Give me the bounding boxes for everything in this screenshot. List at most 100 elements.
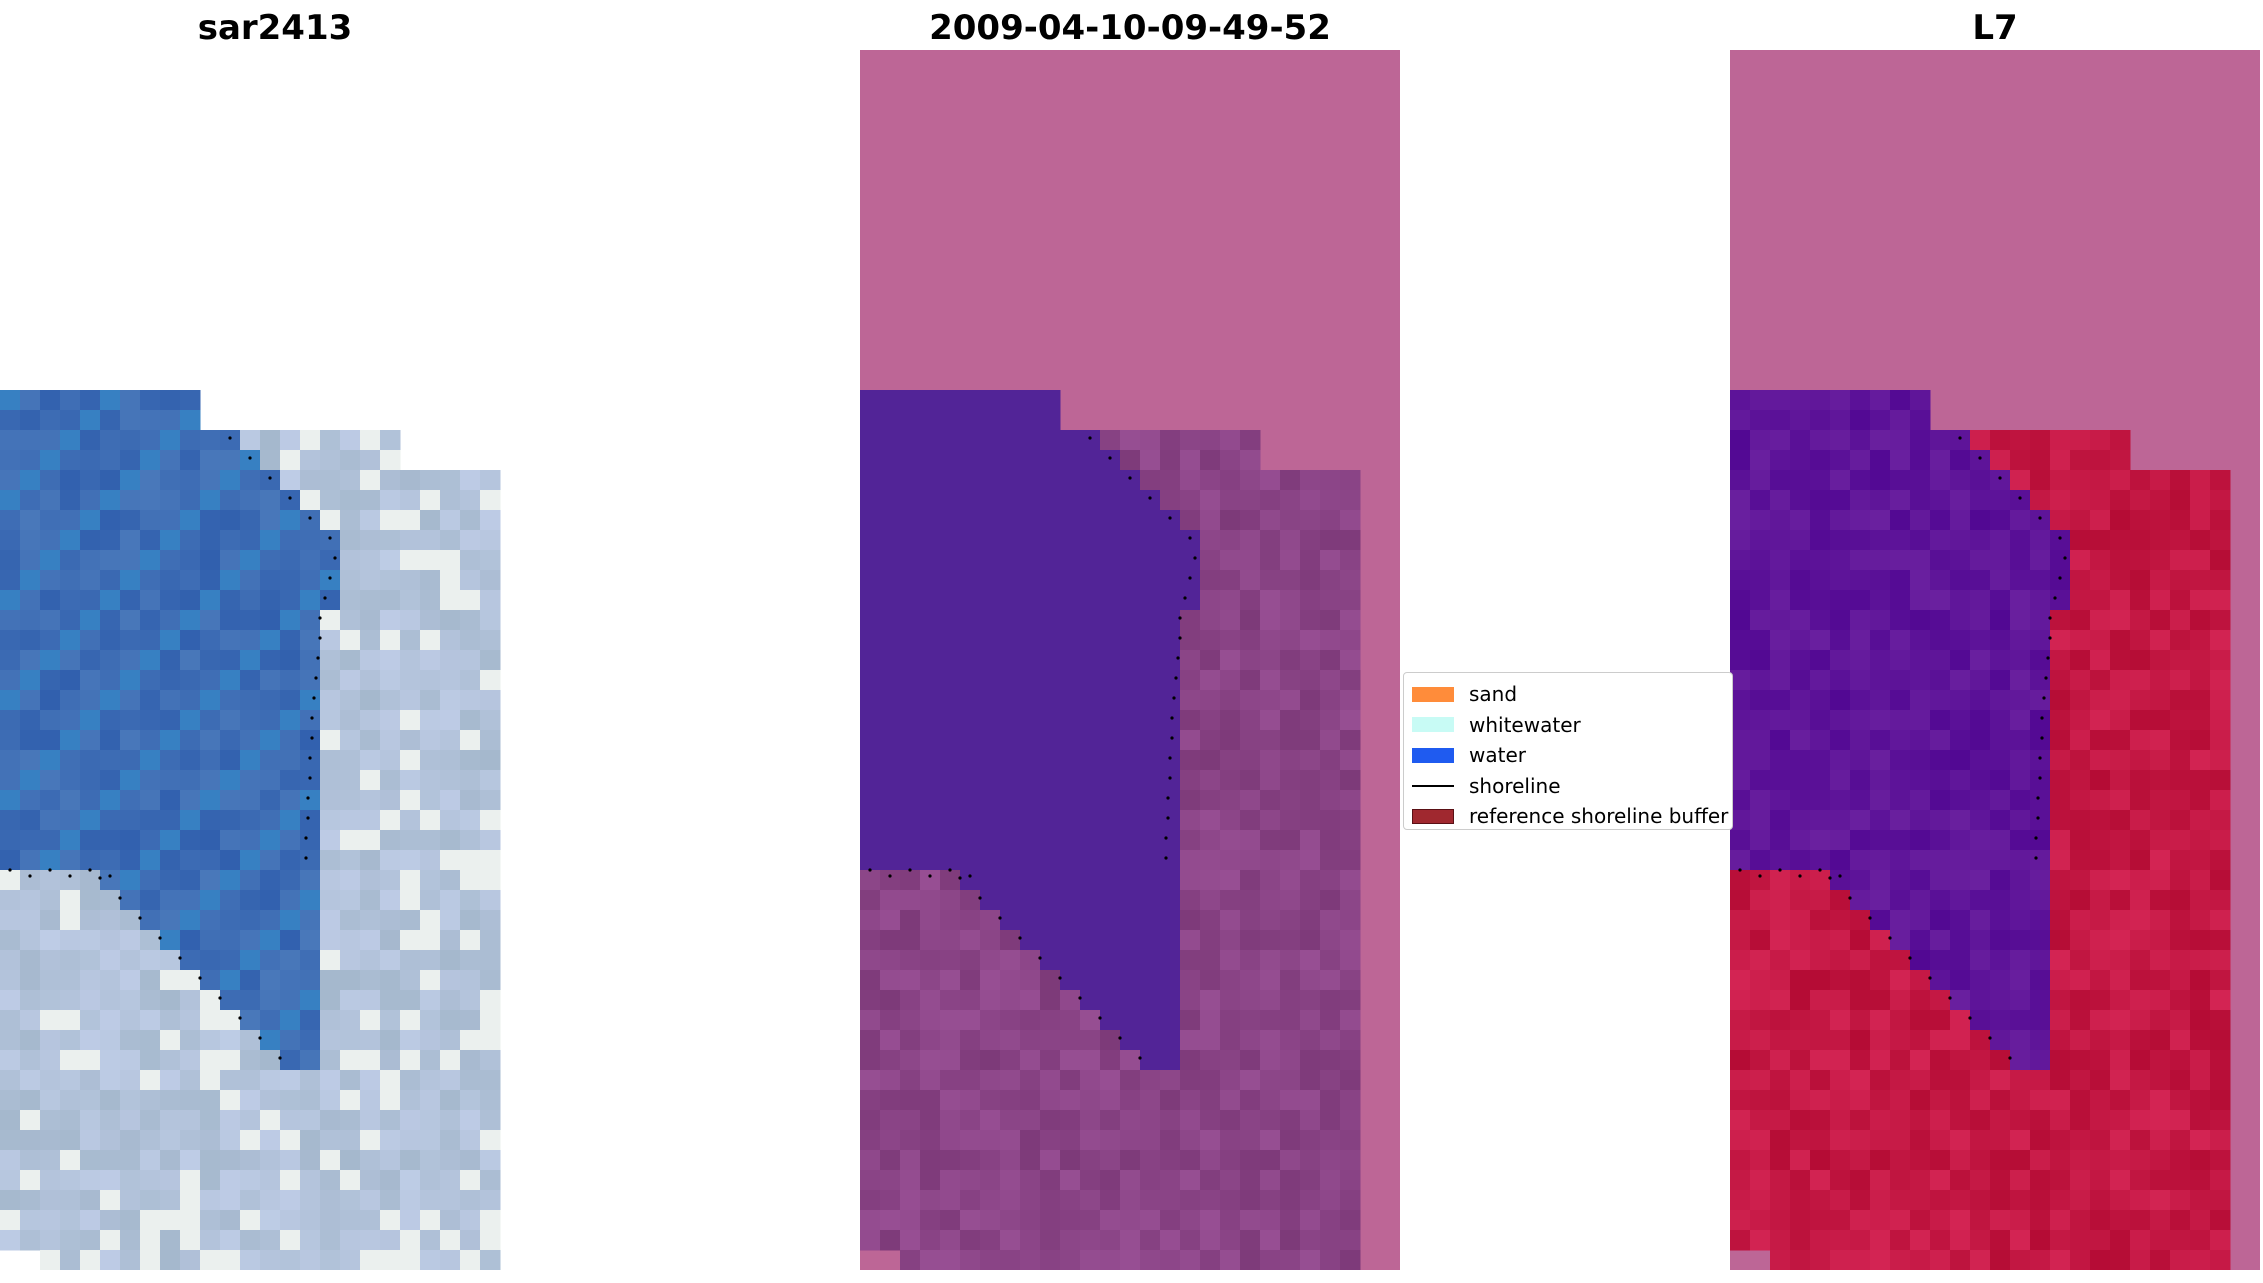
legend-label-shoreline: shoreline	[1469, 773, 1561, 798]
legend-item-whitewater: whitewater	[1412, 710, 1732, 741]
shoreline-point	[1166, 816, 1170, 820]
water-swatch	[1412, 747, 1454, 763]
shoreline-point	[328, 576, 332, 580]
whitewater-swatch	[1412, 717, 1454, 733]
shoreline-point	[1778, 868, 1782, 872]
shoreline-point	[1166, 796, 1170, 800]
shoreline-point	[238, 1016, 242, 1020]
shoreline-line-swatch	[1412, 784, 1454, 787]
shoreline-point	[1148, 496, 1152, 500]
shoreline-point	[1838, 874, 1842, 878]
shoreline-point	[2046, 656, 2050, 660]
shoreline-point	[333, 556, 337, 560]
shoreline-point	[2038, 516, 2042, 520]
shoreline-point	[310, 736, 314, 740]
shoreline-point	[2058, 536, 2062, 540]
legend-item-water: water	[1412, 740, 1732, 771]
shoreline-point	[228, 436, 232, 440]
shoreline-point	[316, 656, 320, 660]
shoreline-point	[304, 856, 308, 860]
shoreline-point	[1108, 456, 1112, 460]
shoreline-point	[318, 616, 322, 620]
legend-item-shoreline: shoreline	[1412, 771, 1732, 802]
shoreline-point	[1998, 476, 2002, 480]
shoreline-point	[1168, 776, 1172, 780]
shoreline-point	[2063, 556, 2067, 560]
shoreline-point	[1828, 876, 1832, 880]
shoreline-point	[68, 874, 72, 878]
rgb-image-panel	[0, 50, 540, 1270]
shoreline-point	[28, 874, 32, 878]
shoreline-point	[1170, 736, 1174, 740]
shoreline-point	[1848, 896, 1852, 900]
shoreline-point	[958, 876, 962, 880]
shoreline-point	[1168, 516, 1172, 520]
classified-image	[860, 50, 1400, 1270]
shoreline-point	[2038, 756, 2042, 760]
shoreline-point	[308, 516, 312, 520]
shoreline-point	[1188, 536, 1192, 540]
shoreline-point	[1188, 576, 1192, 580]
legend-label-sand: sand	[1469, 682, 1518, 707]
shoreline-point	[1888, 936, 1892, 940]
shoreline-point	[1738, 868, 1742, 872]
shoreline-point	[1078, 996, 1082, 1000]
shoreline-point	[2036, 796, 2040, 800]
shoreline-point	[8, 868, 12, 872]
shoreline-point	[312, 696, 316, 700]
shoreline-point	[328, 536, 332, 540]
shoreline-point	[323, 596, 327, 600]
shoreline-point	[1968, 1016, 1972, 1020]
rgb-image	[0, 390, 501, 1270]
shoreline-point	[2040, 736, 2044, 740]
shoreline-point	[1038, 956, 1042, 960]
sand-swatch	[1412, 686, 1454, 702]
shoreline-point	[258, 1036, 262, 1040]
shoreline-point	[1018, 936, 1022, 940]
shoreline-point	[1168, 756, 1172, 760]
shoreline-point	[2018, 496, 2022, 500]
shoreline-point	[2008, 1056, 2012, 1060]
shoreline-point	[2044, 676, 2048, 680]
shoreline-point	[288, 496, 292, 500]
shoreline-point	[306, 796, 310, 800]
shoreline-point	[2048, 616, 2052, 620]
shoreline-point	[278, 1056, 282, 1060]
shoreline-point	[318, 636, 322, 640]
shoreline-point	[306, 816, 310, 820]
shoreline-point	[1183, 596, 1187, 600]
shoreline-point	[268, 476, 272, 480]
shoreline-point	[98, 876, 102, 880]
shoreline-point	[868, 868, 872, 872]
legend-label-reference-buffer: reference shoreline buffer	[1469, 804, 1729, 829]
shoreline-point	[1176, 656, 1180, 660]
shoreline-point	[248, 456, 252, 460]
shoreline-point	[218, 996, 222, 1000]
shoreline-point	[1928, 976, 1932, 980]
reference-buffer-swatch	[1412, 808, 1454, 824]
shoreline-point	[1988, 1036, 1992, 1040]
shoreline-point	[88, 868, 92, 872]
classified-image-panel	[860, 50, 1400, 1270]
shoreline-point	[1178, 616, 1182, 620]
shoreline-point	[308, 756, 312, 760]
shoreline-point	[310, 716, 314, 720]
shoreline-point	[2034, 836, 2038, 840]
shoreline-point	[968, 874, 972, 878]
shoreline-point	[1164, 836, 1168, 840]
shoreline-point	[1164, 856, 1168, 860]
shoreline-point	[308, 776, 312, 780]
legend-label-whitewater: whitewater	[1469, 712, 1581, 737]
shoreline-point	[2042, 696, 2046, 700]
shoreline-point	[1138, 1056, 1142, 1060]
shoreline-point	[1128, 476, 1132, 480]
shoreline-point	[1118, 1036, 1122, 1040]
shoreline-point	[1098, 1016, 1102, 1020]
shoreline-point	[1798, 874, 1802, 878]
shoreline-point	[1174, 676, 1178, 680]
shoreline-point	[1868, 916, 1872, 920]
shoreline-point	[1818, 868, 1822, 872]
shoreline-point	[2058, 576, 2062, 580]
shoreline-point	[198, 976, 202, 980]
mndwi-image	[1730, 50, 2260, 1270]
